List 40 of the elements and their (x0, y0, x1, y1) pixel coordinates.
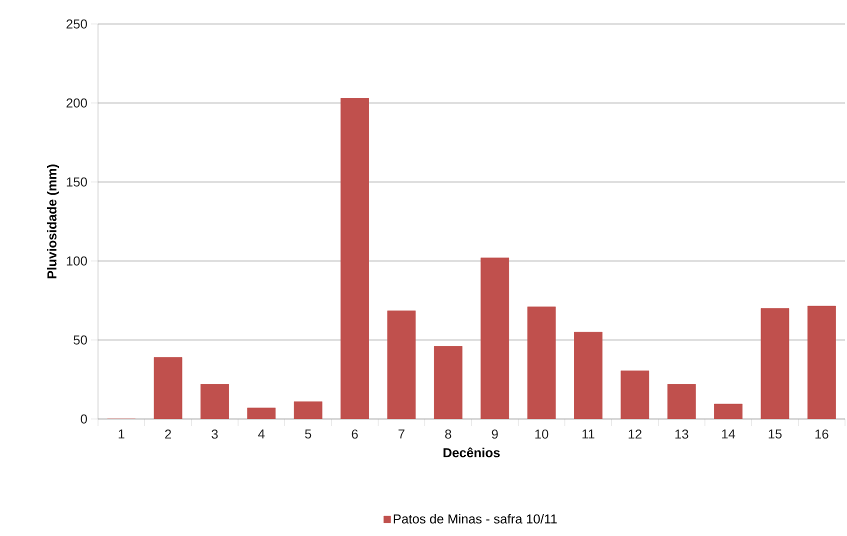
x-axis-title: Decênios (444, 448, 500, 458)
bar (387, 310, 416, 419)
x-tick-label: 13 (675, 430, 688, 439)
bar (760, 308, 790, 419)
x-tick-label: 8 (445, 430, 452, 439)
bar (667, 384, 696, 419)
bar (807, 306, 836, 419)
bar (294, 401, 322, 419)
x-tick-label: 7 (398, 430, 404, 438)
x-tick-label: 4 (258, 430, 265, 438)
x-tick-label: 3 (212, 430, 218, 439)
y-tick-label: 50 (74, 335, 87, 345)
x-tick-label: 5 (305, 430, 312, 439)
bar (620, 370, 650, 419)
x-tick-label: 2 (165, 430, 171, 439)
x-tick-label: 12 (628, 430, 642, 439)
y-axis-title: Pluviosidade (mm) (46, 164, 60, 278)
y-tick-label: 100 (66, 256, 87, 266)
bar (714, 404, 742, 419)
y-tick-label: 200 (66, 98, 87, 108)
bar (247, 408, 276, 419)
bar (154, 357, 182, 419)
x-tick-label: 1 (118, 430, 124, 438)
bar (434, 346, 462, 419)
y-tick-label: 250 (66, 19, 87, 29)
x-tick-label: 9 (492, 430, 498, 439)
x-tick-label: 10 (535, 430, 548, 439)
x-tick-label: 15 (768, 430, 782, 439)
bar (574, 332, 602, 419)
bar (340, 98, 369, 419)
x-tick-label: 14 (722, 430, 736, 438)
bar (527, 306, 556, 419)
bar (480, 258, 510, 419)
x-tick-label: 6 (352, 430, 358, 439)
y-tick-label: 0 (80, 414, 87, 424)
y-tick-label: 150 (66, 177, 87, 187)
legend-label: Patos de Minas - safra 10/11 (394, 514, 557, 524)
bar (200, 384, 229, 419)
x-tick-label: 16 (815, 430, 828, 439)
x-tick-label: 11 (582, 430, 594, 438)
